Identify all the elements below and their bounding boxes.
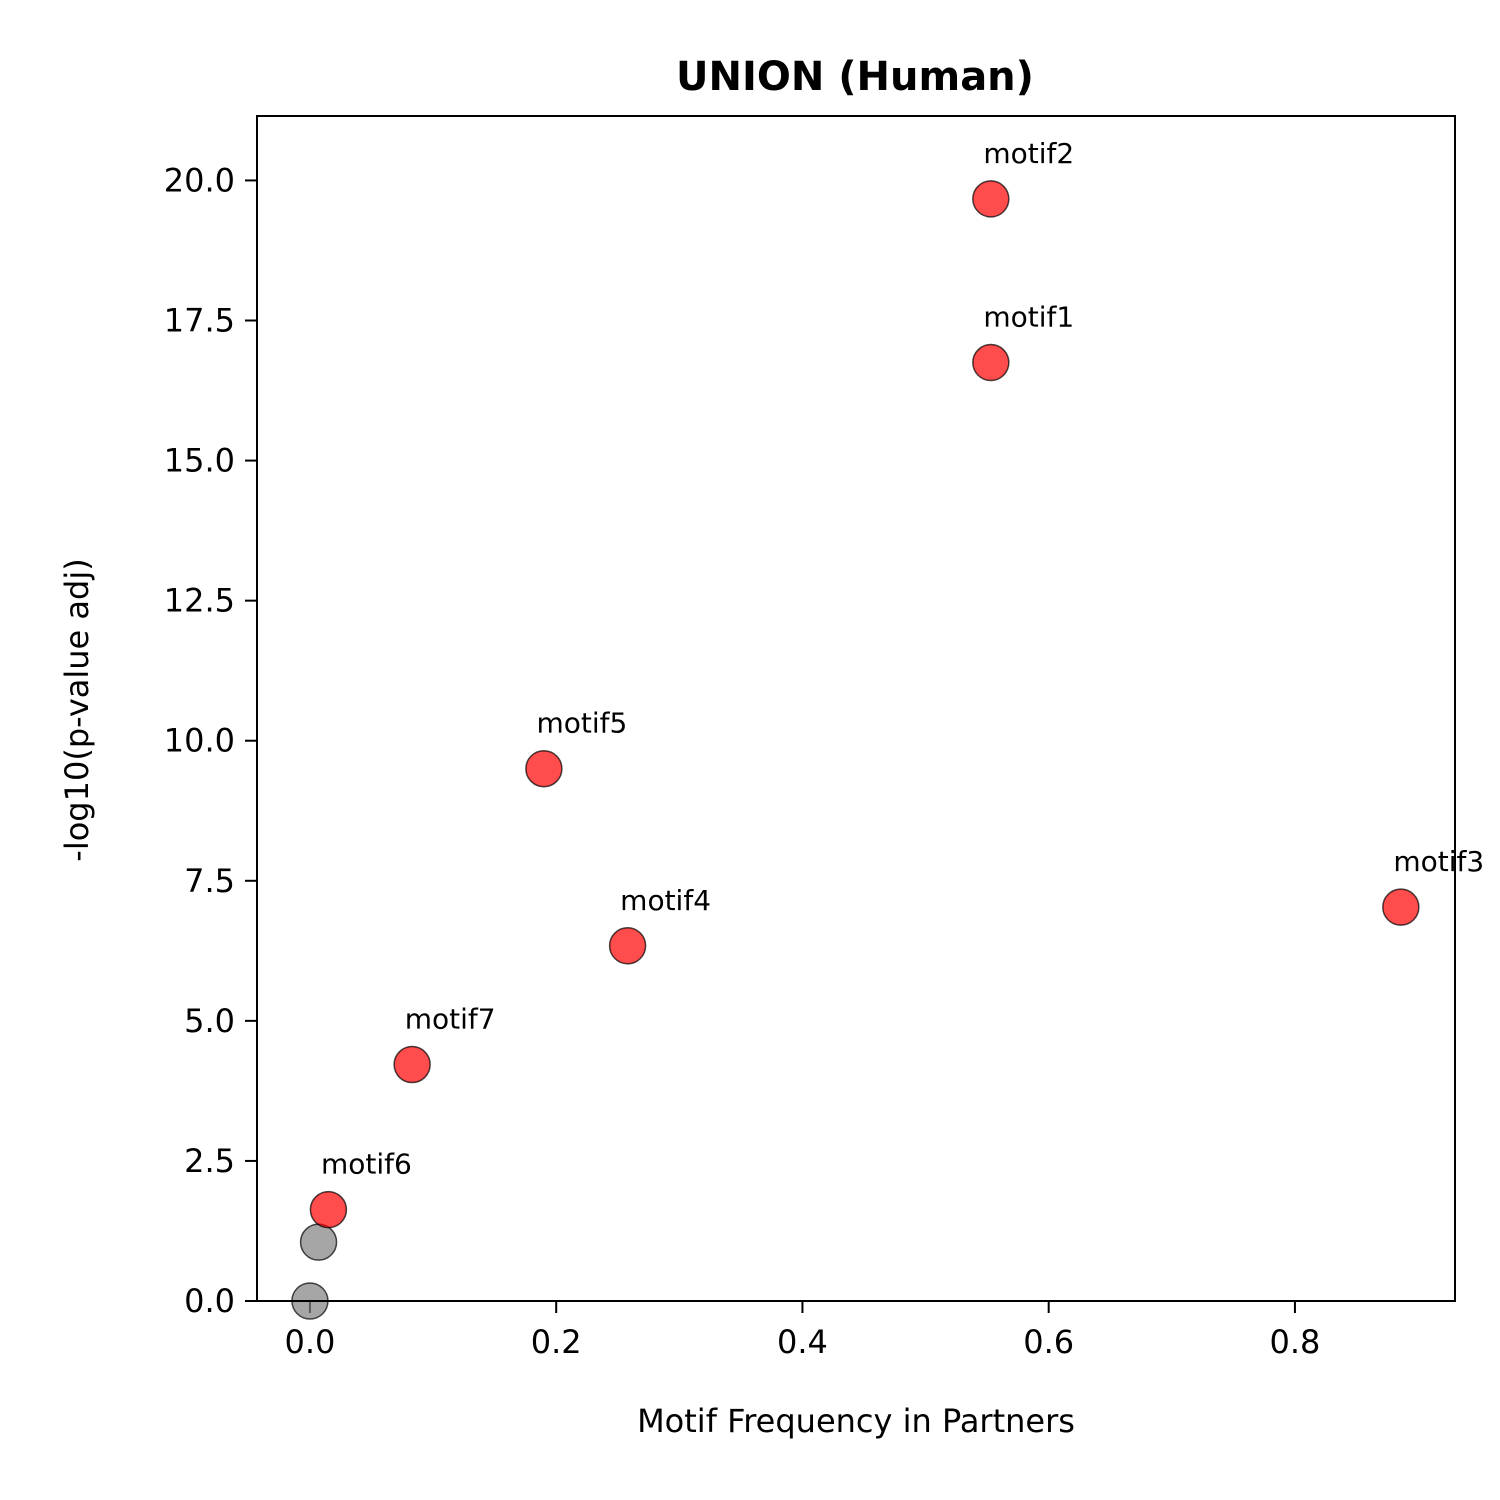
point-label: motif2 [983,137,1074,170]
y-tick-label: 2.5 [184,1142,235,1180]
y-tick-label: 10.0 [164,722,235,760]
data-point-significant [309,1190,348,1229]
point-label: motif1 [983,301,1074,334]
y-tick-label: 17.5 [164,302,235,340]
x-tick-label: 0.6 [1023,1323,1074,1361]
y-tick-label: 0.0 [184,1282,235,1320]
x-tick-label: 0.2 [531,1323,582,1361]
y-tick-label: 5.0 [184,1002,235,1040]
plot-area: 0.0 0.2 0.4 0.6 0.8 0.0 2.5 5.0 7.5 10.0 12.5 15.0 1… [164,137,1484,1361]
point-label: motif7 [405,1003,496,1036]
data-point-not-significant [299,1223,338,1261]
data-point-significant [972,343,1010,382]
point-label: motif5 [536,707,627,740]
x-tick-label: 0.4 [777,1323,828,1361]
y-tick-label: 20.0 [164,161,235,199]
data-point-significant [972,180,1010,218]
y-tick-label: 7.5 [184,862,235,900]
data-point-significant [1382,888,1420,926]
point-label: motif6 [321,1148,412,1181]
y-tick-label: 12.5 [164,582,235,620]
data-point-significant [393,1045,431,1084]
point-label: motif3 [1393,845,1484,878]
point-label: motif4 [620,884,711,917]
data-point-significant [608,927,647,965]
x-axis-label: Motif Frequency in Partners [637,1402,1075,1440]
chart-title: UNION (Human) [676,54,1034,100]
y-axis-label: -log10(p-value adj) [58,558,96,861]
y-tick-label: 15.0 [164,442,235,480]
data-point-significant [525,749,563,788]
x-tick-label: 0.8 [1269,1323,1320,1361]
x-tick-label: 0.0 [284,1323,335,1361]
plot-frame [256,115,1456,1302]
